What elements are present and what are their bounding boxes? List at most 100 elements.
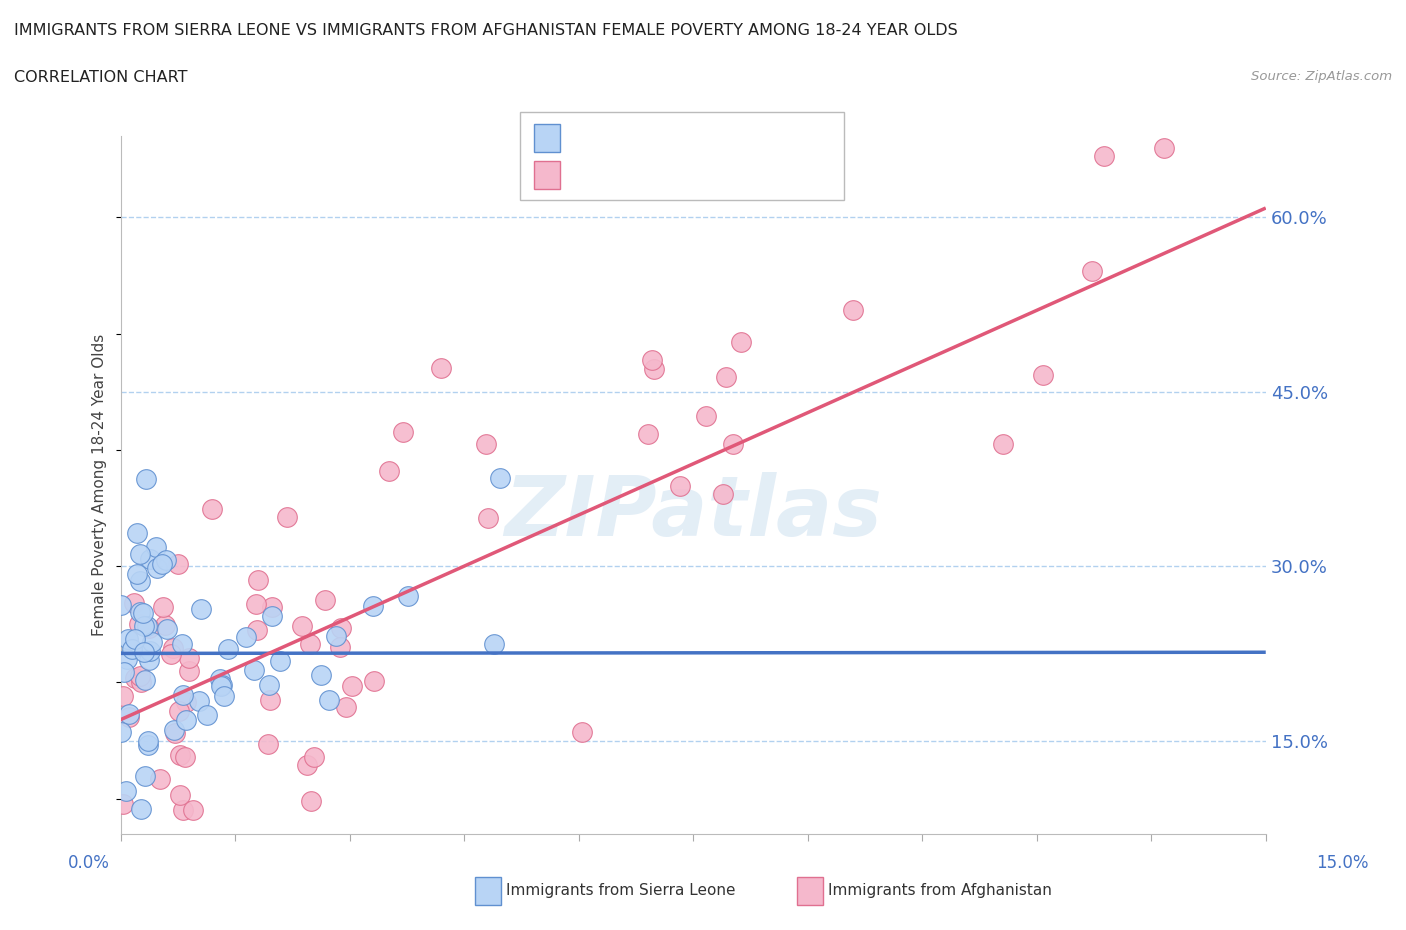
Point [117,631,139,646]
Point [217,642,239,657]
Point [150,557,173,572]
Point [172,803,194,817]
Y-axis label: Female Poverty Among 18-24 Year Olds: Female Poverty Among 18-24 Year Olds [93,334,107,636]
Point [112,665,135,680]
Point [135,472,157,486]
Point [163,723,186,737]
Point [139,551,162,566]
Text: 57: 57 [714,124,740,142]
Point [141,634,163,649]
Point [195,707,218,722]
Point [246,622,269,637]
Point [571,724,593,739]
Point [115,784,138,799]
Point [138,620,160,635]
Point [129,574,152,589]
Point [311,668,333,683]
Point [169,703,191,718]
Point [291,618,314,633]
Point [172,688,194,703]
Point [721,436,744,451]
Text: 0.578: 0.578 [612,161,669,179]
Point [641,352,664,367]
Point [1153,140,1175,155]
Point [138,653,160,668]
Point [209,678,232,693]
Point [247,573,270,588]
Point [115,651,138,666]
Point [149,772,172,787]
Point [378,463,401,478]
Point [124,671,146,685]
Point [1092,149,1115,164]
Text: 0.0%: 0.0% [67,854,110,872]
Point [124,631,146,646]
Text: IMMIGRANTS FROM SIERRA LEONE VS IMMIGRANTS FROM AFGHANISTAN FEMALE POVERTY AMONG: IMMIGRANTS FROM SIERRA LEONE VS IMMIGRAN… [14,23,957,38]
Point [155,552,177,567]
Text: N =: N = [678,161,717,179]
Point [118,706,141,721]
Point [174,695,197,710]
Point [396,588,419,603]
Point [135,619,157,634]
Point [156,621,179,636]
Point [201,501,224,516]
Point [132,644,155,659]
Point [714,370,737,385]
Text: ZIPatlas: ZIPatlas [505,472,882,553]
Point [112,689,135,704]
Point [136,737,159,752]
Point [361,598,384,613]
Point [695,408,717,423]
Point [129,802,152,817]
Point [155,618,177,632]
Point [209,672,232,687]
Point [129,668,152,683]
Point [430,361,453,376]
Point [177,650,200,665]
Point [269,654,291,669]
Point [325,628,347,643]
Point [212,689,235,704]
Point [299,793,322,808]
Point [314,592,336,607]
Point [159,646,181,661]
Point [262,609,284,624]
Point [118,710,141,724]
Point [121,642,143,657]
Point [276,510,298,525]
Point [162,641,184,656]
Point [165,725,187,740]
Point [187,693,209,708]
Point [169,788,191,803]
Point [262,599,284,614]
Point [489,471,512,485]
Point [711,486,734,501]
Point [134,672,156,687]
Point [298,636,321,651]
Point [136,734,159,749]
Point [318,693,340,708]
Point [235,630,257,644]
Point [330,620,353,635]
Point [637,426,659,441]
Text: 15.0%: 15.0% [1316,854,1369,872]
Point [477,511,499,525]
Point [1081,264,1104,279]
Text: Immigrants from Afghanistan: Immigrants from Afghanistan [828,884,1052,898]
Point [243,663,266,678]
Point [668,478,690,493]
Point [170,637,193,652]
Point [302,750,325,764]
Point [335,699,357,714]
Point [329,639,352,654]
Point [132,618,155,633]
Point [181,803,204,817]
Point [174,750,197,764]
Point [152,600,174,615]
Point [643,361,665,376]
Point [1032,368,1054,383]
Point [110,598,132,613]
Point [474,437,496,452]
Point [482,636,505,651]
